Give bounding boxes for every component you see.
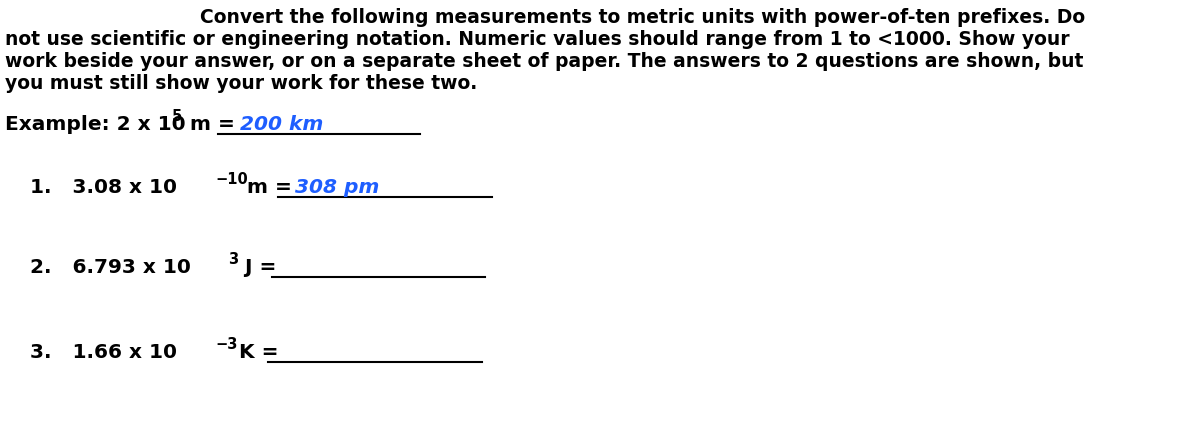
Text: m =: m =: [240, 178, 299, 197]
Text: work beside your answer, or on a separate sheet of paper. The answers to 2 quest: work beside your answer, or on a separat…: [5, 52, 1084, 71]
Text: 308 pm: 308 pm: [295, 178, 379, 197]
Text: −3: −3: [215, 336, 238, 351]
Text: 3: 3: [228, 252, 238, 266]
Text: 2.   6.793 x 10: 2. 6.793 x 10: [30, 258, 191, 276]
Text: you must still show your work for these two.: you must still show your work for these …: [5, 74, 478, 93]
Text: Example: 2 x 10: Example: 2 x 10: [5, 115, 186, 134]
Text: not use scientific or engineering notation. Numeric values should range from 1 t: not use scientific or engineering notati…: [5, 30, 1069, 49]
Text: J =: J =: [238, 258, 283, 276]
Text: K =: K =: [232, 342, 286, 361]
Text: 5: 5: [172, 109, 182, 124]
Text: −10: −10: [215, 172, 247, 187]
Text: Convert the following measurements to metric units with power-of-ten prefixes. D: Convert the following measurements to me…: [200, 8, 1085, 27]
Text: 200 km: 200 km: [240, 115, 323, 134]
Text: m =: m =: [182, 115, 242, 134]
Text: 1.   3.08 x 10: 1. 3.08 x 10: [30, 178, 178, 197]
Text: 3.   1.66 x 10: 3. 1.66 x 10: [30, 342, 178, 361]
